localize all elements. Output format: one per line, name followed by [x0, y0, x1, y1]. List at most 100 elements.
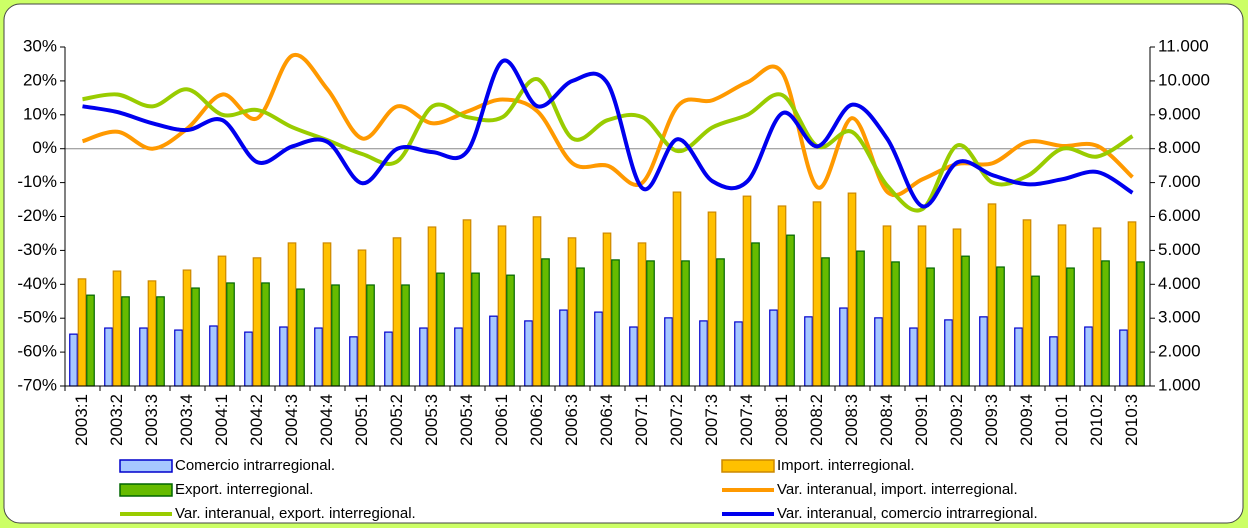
bar [252, 257, 262, 387]
bar [812, 201, 822, 387]
bar [751, 242, 760, 387]
bar [279, 326, 288, 387]
bar [961, 255, 970, 387]
bar [742, 195, 752, 387]
bar [182, 269, 192, 387]
legend-label: Comercio intrarregional. [175, 457, 335, 474]
bar [1057, 224, 1067, 387]
bar [559, 309, 568, 387]
x-tick-label: 2010:1 [1052, 394, 1071, 446]
bar [602, 232, 612, 387]
y2-tick-label: 7.000 [1158, 172, 1201, 191]
bar [1127, 221, 1137, 387]
x-tick-label: 2005:1 [352, 394, 371, 446]
x-tick-label: 2009:1 [912, 394, 931, 446]
bar [436, 272, 445, 387]
bar [1066, 267, 1075, 387]
y-tick-label: 0% [32, 138, 57, 157]
bar [611, 259, 620, 387]
y-tick-label: -50% [17, 308, 57, 327]
bar [209, 325, 218, 387]
bar [1136, 261, 1145, 387]
x-tick-label: 2004:1 [212, 394, 231, 446]
y2-tick-label: 5.000 [1158, 240, 1201, 259]
bar [1014, 327, 1023, 387]
x-tick-label: 2003:4 [177, 394, 196, 446]
x-tick-label: 2007:3 [702, 394, 721, 446]
bar [427, 226, 437, 387]
y-tick-label: -30% [17, 240, 57, 259]
bar [244, 331, 253, 387]
bar [226, 282, 235, 387]
bar [576, 267, 585, 387]
bar [926, 267, 935, 387]
y2-tick-label: 1.000 [1158, 375, 1201, 394]
bar [952, 228, 962, 387]
bar [777, 205, 787, 387]
bar [987, 203, 997, 387]
bar [392, 237, 402, 387]
bar [917, 225, 927, 387]
bar [594, 311, 603, 387]
legend-swatch [119, 483, 173, 497]
x-tick-label: 2006:1 [492, 394, 511, 446]
bar [191, 287, 200, 387]
x-tick-label: 2003:2 [107, 394, 126, 446]
bar [471, 272, 480, 387]
bar [156, 296, 165, 387]
bar [322, 242, 332, 387]
bar [1092, 227, 1102, 387]
bar [541, 258, 550, 387]
bar [882, 225, 892, 387]
x-tick-label: 2007:4 [737, 394, 756, 446]
bar [716, 258, 725, 387]
bar [69, 333, 78, 387]
bar [287, 242, 297, 387]
bar [532, 216, 542, 387]
y-tick-label: 30% [23, 36, 57, 55]
x-tick-label: 2005:2 [387, 394, 406, 446]
x-tick-label: 2009:2 [947, 394, 966, 446]
y-tick-label: -10% [17, 172, 57, 191]
bar [147, 280, 157, 387]
y-tick-label: -20% [17, 206, 57, 225]
bar [821, 257, 830, 387]
bar [497, 225, 507, 387]
bar [77, 278, 87, 387]
bar [681, 260, 690, 387]
legend-label: Var. interanual, import. interregional. [777, 481, 1018, 498]
bar [567, 237, 577, 387]
bar [664, 317, 673, 387]
bar [401, 284, 410, 387]
bar [1119, 329, 1128, 387]
y2-tick-label: 8.000 [1158, 138, 1201, 157]
bar [506, 274, 515, 387]
bar [804, 316, 813, 387]
x-tick-label: 2007:2 [667, 394, 686, 446]
x-tick-label: 2003:1 [72, 394, 91, 446]
bar [104, 327, 113, 387]
bar [909, 327, 918, 387]
y-tick-label: 20% [23, 70, 57, 89]
bar [121, 296, 130, 387]
y2-tick-label: 2.000 [1158, 342, 1201, 361]
bar [1049, 336, 1058, 387]
bar [349, 336, 358, 387]
bar [839, 307, 848, 387]
bar [524, 320, 533, 387]
bar [847, 192, 857, 387]
legend-swatch [721, 459, 775, 473]
x-tick-label: 2004:3 [282, 394, 301, 446]
bar [366, 284, 375, 387]
bar [769, 309, 778, 387]
x-tick-label: 2009:3 [982, 394, 1001, 446]
bar [357, 249, 367, 387]
bar [489, 315, 498, 387]
bar [174, 329, 183, 387]
x-tick-label: 2004:4 [317, 394, 336, 446]
bar [261, 282, 270, 387]
x-tick-label: 2008:3 [842, 394, 861, 446]
bar [891, 261, 900, 387]
x-tick-label: 2008:2 [807, 394, 826, 446]
y2-tick-label: 9.000 [1158, 104, 1201, 123]
